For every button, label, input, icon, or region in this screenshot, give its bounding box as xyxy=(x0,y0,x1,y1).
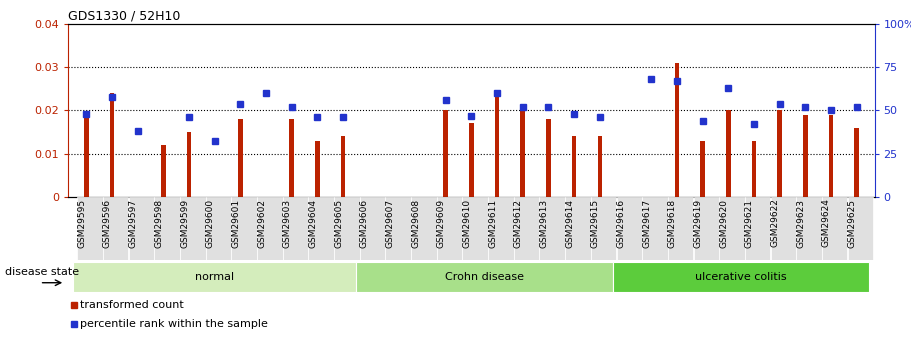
Bar xyxy=(539,197,565,260)
Bar xyxy=(693,197,719,260)
Text: GSM29611: GSM29611 xyxy=(488,199,497,248)
Bar xyxy=(109,93,114,197)
Bar xyxy=(356,262,613,292)
Bar xyxy=(360,197,385,260)
Text: GSM29596: GSM29596 xyxy=(103,199,112,248)
Bar xyxy=(565,197,590,260)
Bar xyxy=(77,197,103,260)
Text: GSM29606: GSM29606 xyxy=(360,199,369,248)
Text: ulcerative colitis: ulcerative colitis xyxy=(695,272,787,282)
Bar xyxy=(74,262,356,292)
Text: GSM29598: GSM29598 xyxy=(154,199,163,248)
Text: GSM29613: GSM29613 xyxy=(539,199,548,248)
Bar xyxy=(598,136,602,197)
Text: GSM29625: GSM29625 xyxy=(847,199,856,248)
Bar xyxy=(411,197,436,260)
Bar xyxy=(238,119,242,197)
Text: GSM29616: GSM29616 xyxy=(617,199,626,248)
Bar xyxy=(547,119,551,197)
Bar xyxy=(719,197,744,260)
Text: GSM29617: GSM29617 xyxy=(642,199,651,248)
Bar xyxy=(796,197,822,260)
Bar xyxy=(282,197,308,260)
Text: GSM29604: GSM29604 xyxy=(309,199,317,248)
Text: GSM29609: GSM29609 xyxy=(436,199,445,248)
Bar xyxy=(777,110,782,197)
Text: disease state: disease state xyxy=(5,267,78,277)
Bar xyxy=(674,63,680,197)
Bar xyxy=(572,136,577,197)
Bar xyxy=(103,197,128,260)
Text: GSM29603: GSM29603 xyxy=(282,199,292,248)
Bar xyxy=(290,119,294,197)
Bar xyxy=(752,141,756,197)
Bar xyxy=(855,128,859,197)
Bar xyxy=(187,132,191,197)
Text: GSM29595: GSM29595 xyxy=(77,199,87,248)
Bar xyxy=(829,115,834,197)
Text: transformed count: transformed count xyxy=(80,300,183,310)
Bar xyxy=(444,110,448,197)
Bar xyxy=(514,197,539,260)
Bar xyxy=(488,197,514,260)
Text: GSM29614: GSM29614 xyxy=(565,199,574,248)
Text: GSM29624: GSM29624 xyxy=(822,199,831,247)
Bar xyxy=(617,197,642,260)
Bar xyxy=(701,141,705,197)
Bar xyxy=(161,145,166,197)
Text: GSM29601: GSM29601 xyxy=(231,199,241,248)
Bar xyxy=(771,197,796,260)
Bar xyxy=(745,197,771,260)
Text: Crohn disease: Crohn disease xyxy=(445,272,524,282)
Bar xyxy=(469,124,474,197)
Text: GSM29610: GSM29610 xyxy=(463,199,472,248)
Bar xyxy=(642,197,668,260)
Text: GSM29619: GSM29619 xyxy=(693,199,702,248)
Text: percentile rank within the sample: percentile rank within the sample xyxy=(80,319,268,329)
Bar xyxy=(309,197,334,260)
Text: GSM29622: GSM29622 xyxy=(771,199,780,247)
Bar xyxy=(463,197,488,260)
Text: GSM29607: GSM29607 xyxy=(385,199,394,248)
Bar xyxy=(341,136,345,197)
Bar xyxy=(822,197,847,260)
Bar xyxy=(591,197,617,260)
Text: GSM29602: GSM29602 xyxy=(257,199,266,248)
Bar xyxy=(180,197,206,260)
Bar xyxy=(231,197,257,260)
Text: GSM29620: GSM29620 xyxy=(719,199,728,248)
Text: GSM29597: GSM29597 xyxy=(128,199,138,248)
Bar xyxy=(206,197,231,260)
Bar xyxy=(613,262,869,292)
Bar xyxy=(84,115,88,197)
Text: GSM29618: GSM29618 xyxy=(668,199,677,248)
Text: GSM29612: GSM29612 xyxy=(514,199,523,248)
Text: GDS1330 / 52H10: GDS1330 / 52H10 xyxy=(68,10,180,23)
Bar xyxy=(495,98,499,197)
Bar xyxy=(128,197,154,260)
Bar xyxy=(668,197,693,260)
Text: GSM29623: GSM29623 xyxy=(796,199,805,248)
Text: GSM29605: GSM29605 xyxy=(334,199,343,248)
Bar xyxy=(154,197,179,260)
Bar xyxy=(847,197,873,260)
Text: GSM29615: GSM29615 xyxy=(591,199,599,248)
Text: GSM29599: GSM29599 xyxy=(180,199,189,248)
Bar xyxy=(257,197,282,260)
Bar xyxy=(334,197,360,260)
Text: GSM29600: GSM29600 xyxy=(206,199,215,248)
Text: GSM29621: GSM29621 xyxy=(745,199,754,248)
Bar xyxy=(315,141,320,197)
Text: GSM29608: GSM29608 xyxy=(411,199,420,248)
Bar xyxy=(436,197,462,260)
Bar xyxy=(520,110,525,197)
Text: normal: normal xyxy=(195,272,234,282)
Bar xyxy=(385,197,411,260)
Bar xyxy=(803,115,807,197)
Bar xyxy=(726,110,731,197)
